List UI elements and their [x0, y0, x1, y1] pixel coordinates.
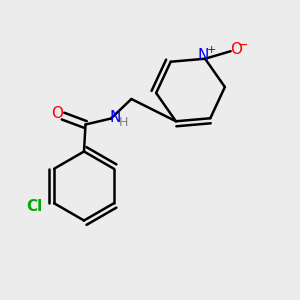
Text: N: N [198, 48, 209, 63]
Text: H: H [119, 116, 128, 129]
Text: −: − [238, 39, 248, 52]
Text: N: N [110, 110, 121, 125]
Text: +: + [207, 45, 216, 55]
Text: O: O [230, 42, 242, 57]
Text: Cl: Cl [26, 199, 43, 214]
Text: O: O [52, 106, 64, 121]
